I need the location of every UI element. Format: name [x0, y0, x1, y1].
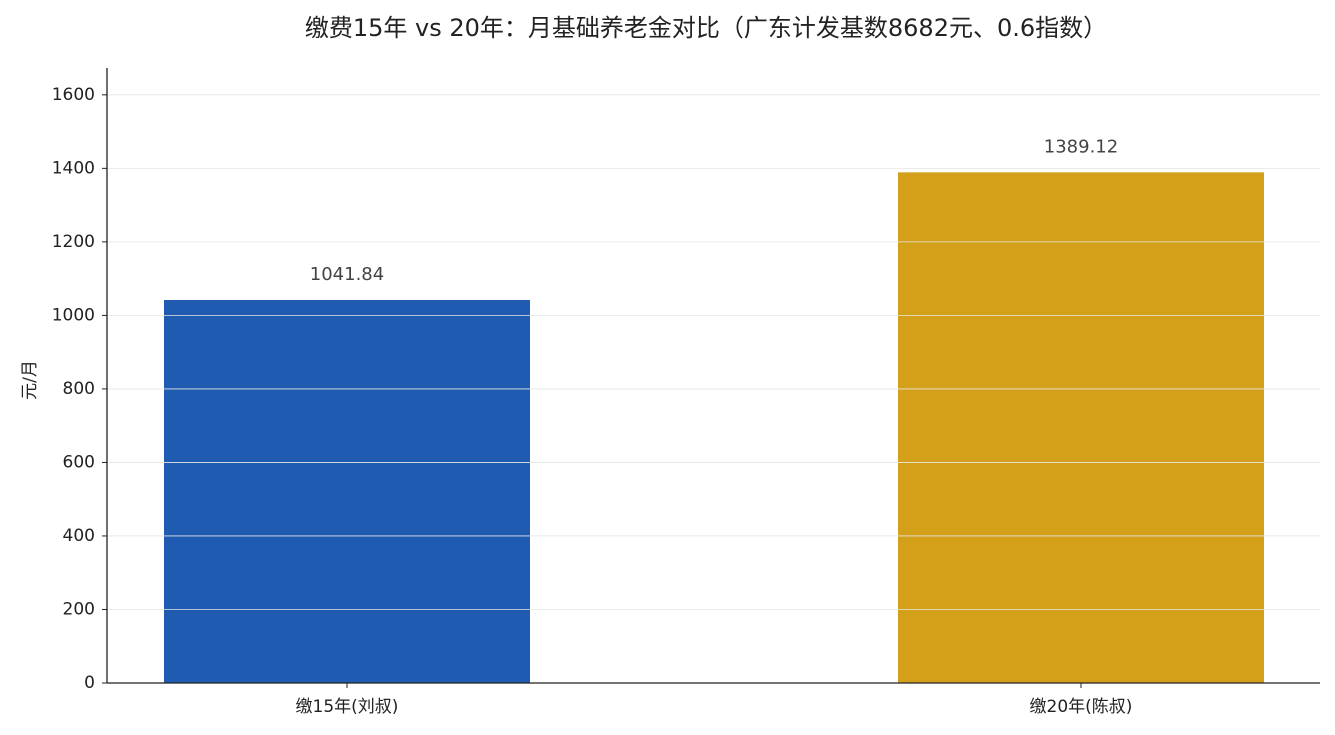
chart-title: 缴费15年 vs 20年：月基础养老金对比（广东计发基数8682元、0.6指数） [305, 14, 1107, 42]
y-tick-label: 1200 [52, 232, 95, 252]
y-tick-label: 0 [84, 673, 95, 693]
y-axis-label: 元/月 [20, 360, 40, 400]
bar [164, 300, 530, 683]
y-tick-label: 600 [63, 452, 95, 472]
y-tick-label: 1400 [52, 158, 95, 178]
y-tick-label: 1600 [52, 85, 95, 105]
x-tick-label: 缴15年(刘叔) [296, 697, 399, 717]
value-label: 1041.84 [310, 264, 384, 285]
value-label: 1389.12 [1044, 136, 1118, 157]
x-tick-label: 缴20年(陈叔) [1030, 697, 1133, 717]
y-tick-label: 400 [63, 526, 95, 546]
y-tick-label: 200 [63, 599, 95, 619]
y-tick-label: 1000 [52, 305, 95, 325]
y-tick-label: 800 [63, 379, 95, 399]
bar [898, 172, 1264, 683]
